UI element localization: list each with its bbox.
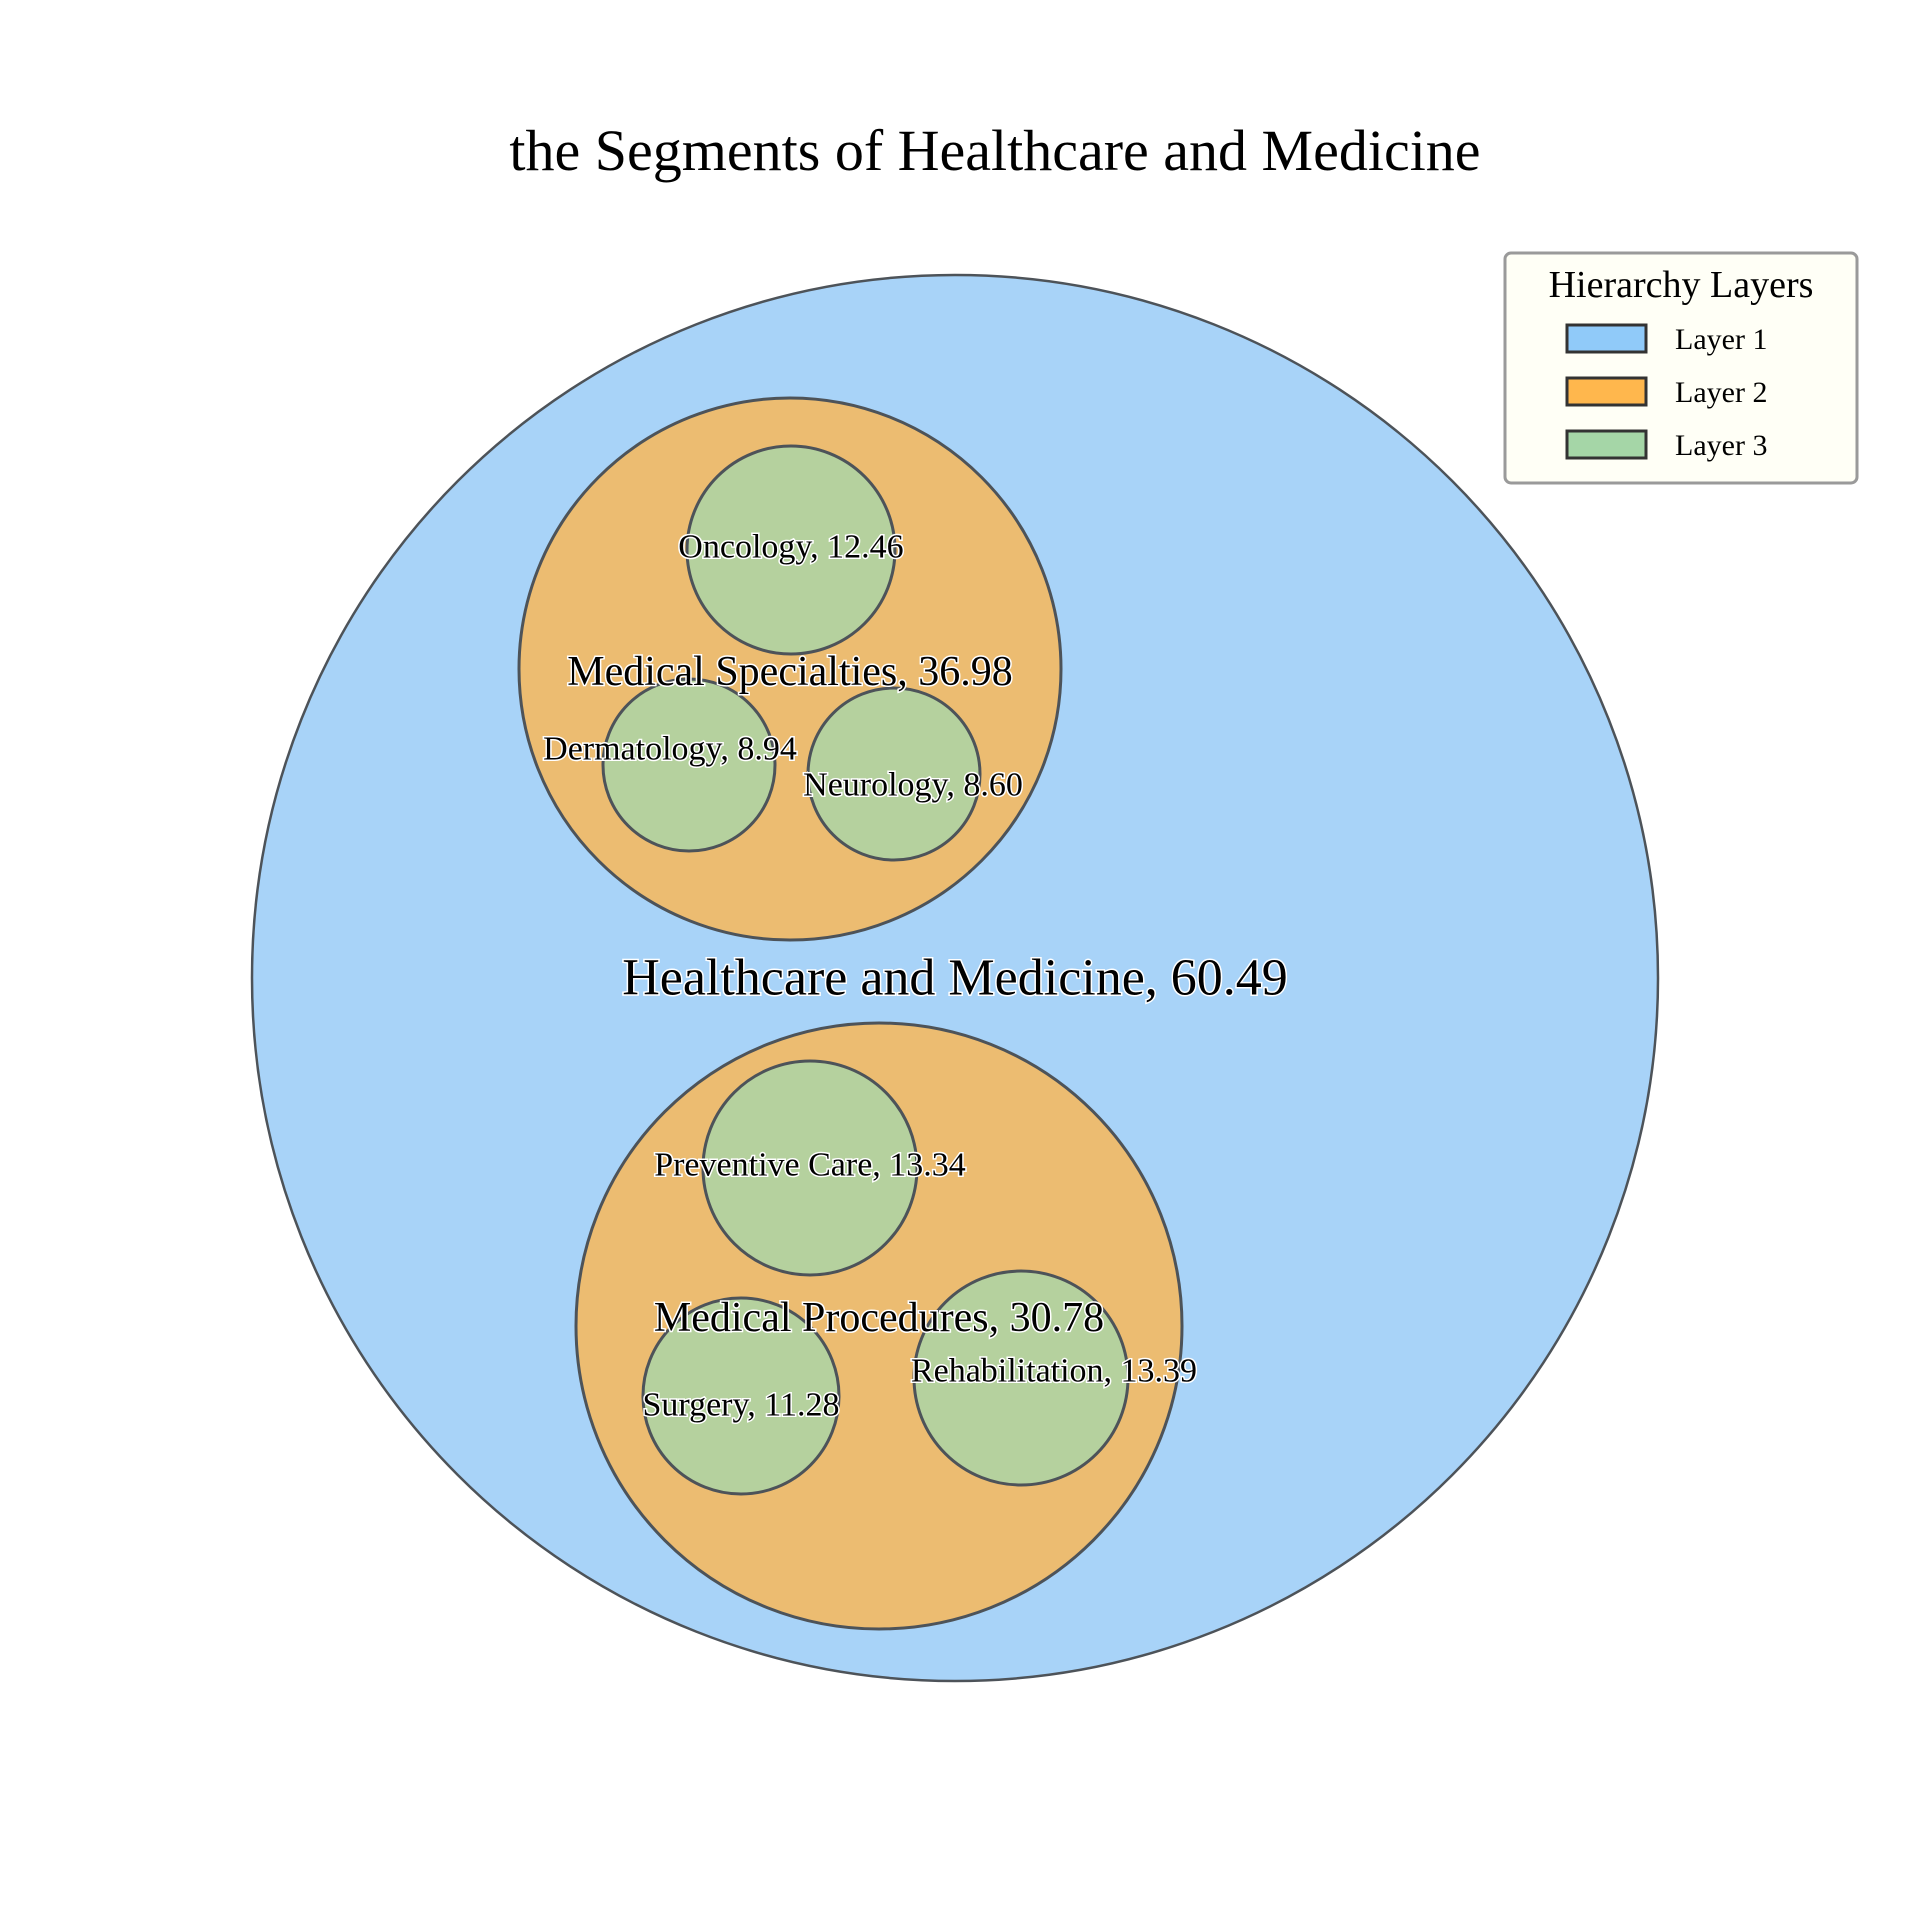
label-neuro: Neurology, 8.60 (803, 767, 1023, 804)
circle-rehab (912, 1269, 1130, 1487)
legend-label: Layer 3 (1675, 429, 1767, 462)
label-rehab: Rehabilitation, 13.39 (911, 1353, 1197, 1390)
label-prev: Preventive Care, 13.34 (654, 1147, 966, 1184)
legend-box (1503, 251, 1859, 485)
label-spec: Medical Specialties, 36.98 (567, 649, 1013, 695)
legend-swatch (1565, 429, 1648, 460)
circles-layer (250, 273, 1660, 1683)
legend-swatch (1565, 376, 1648, 407)
circle-onco (685, 444, 897, 656)
label-onco: Oncology, 12.46 (678, 529, 903, 566)
labels-layer: Healthcare and Medicine, 60.49 Medical Sp… (542, 527, 1290, 1425)
label-proc: Medical Procedures, 30.78 (654, 1295, 1104, 1341)
legend-label: Layer 1 (1675, 323, 1767, 356)
chart-title: the Segments of Healthcare and Medicine (509, 118, 1480, 183)
legend: Hierarchy Layers Layer 1 Layer 2 Layer 3 (1503, 251, 1859, 485)
label-surg: Surgery, 11.28 (642, 1387, 839, 1424)
circle-prev (701, 1059, 919, 1277)
circle-surg (641, 1296, 841, 1496)
legend-swatch (1565, 323, 1648, 354)
circle-neuro (806, 686, 982, 862)
label-root: Healthcare and Medicine, 60.49 (622, 950, 1288, 1007)
legend-label: Layer 2 (1675, 376, 1767, 409)
legend-title: Hierarchy Layers (1549, 264, 1814, 306)
label-derm: Dermatology, 8.94 (543, 731, 797, 768)
circle-derm (601, 677, 777, 853)
